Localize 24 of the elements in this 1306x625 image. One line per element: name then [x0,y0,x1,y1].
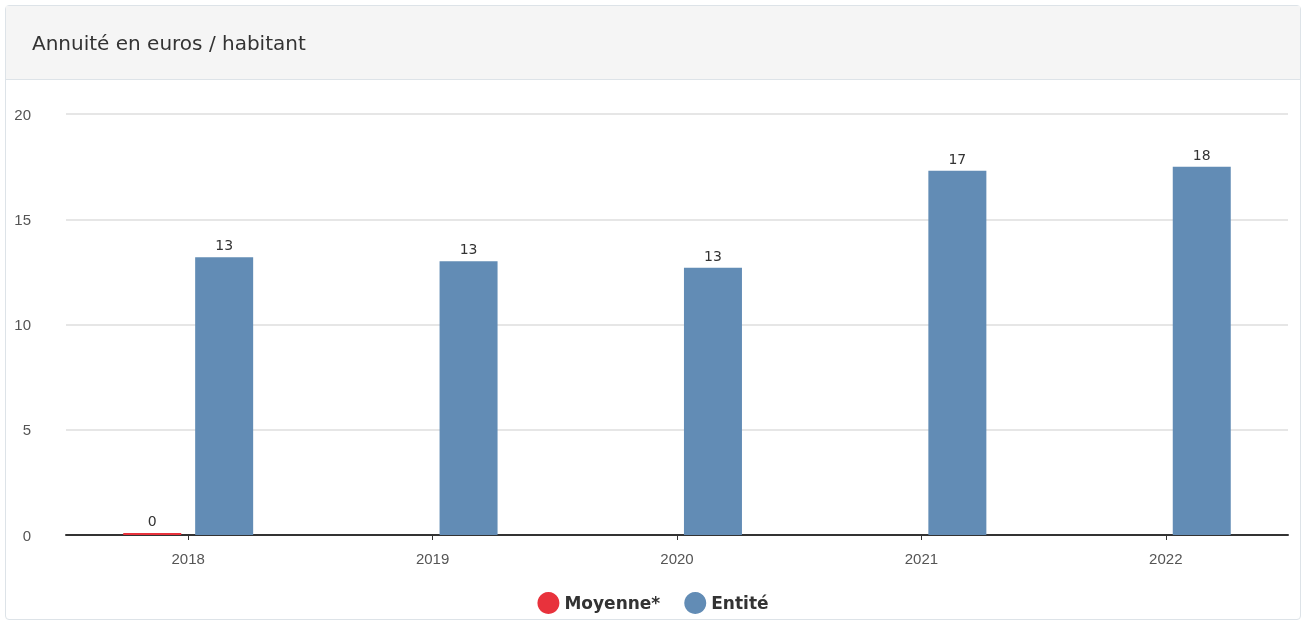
legend-label: Moyenne* [564,593,661,613]
y-tick-label: 0 [22,526,31,544]
bar [683,267,742,535]
y-tick-label: 5 [22,421,31,439]
data-label: 17 [948,150,967,167]
y-tick-label: 15 [14,210,31,228]
x-tick-label: 2019 [415,550,450,567]
bar [1172,166,1231,535]
y-tick-label: 20 [14,105,31,123]
bar [439,261,498,535]
data-label: 18 [1192,146,1211,163]
x-tick-label: 2021 [904,550,939,567]
y-tick-label: 10 [14,316,31,333]
data-label: 13 [215,237,234,254]
x-tick-label: 2018 [171,550,205,567]
chart-title: Annuité en euros / habitant [32,31,306,55]
bar [195,257,254,535]
data-label: 13 [459,241,478,258]
legend-label: Entité [711,593,769,613]
bar [928,170,987,535]
data-label: 0 [147,513,157,529]
data-label: 13 [704,247,722,264]
x-tick-label: 2022 [1149,550,1183,567]
x-tick-label: 2020 [660,550,694,567]
